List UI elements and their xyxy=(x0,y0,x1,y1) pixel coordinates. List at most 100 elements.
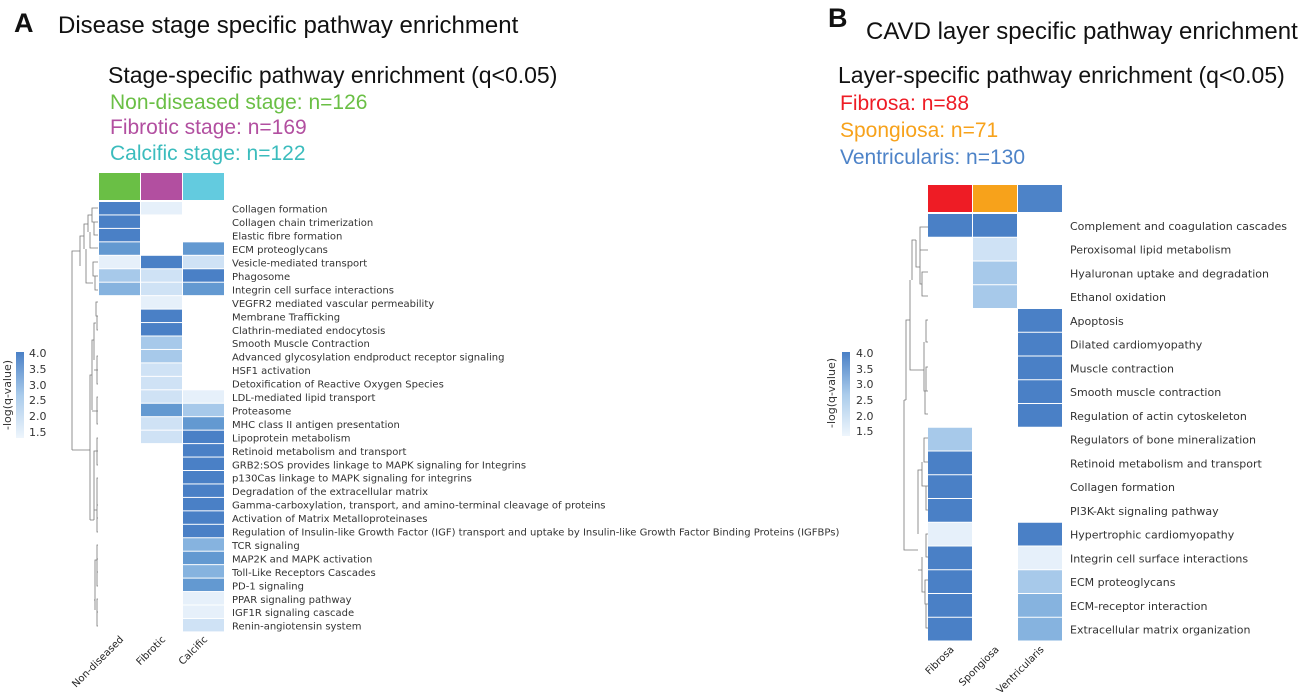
colorbar-b-title: -log(q-value) xyxy=(825,358,838,428)
heatmap-cell xyxy=(973,237,1017,261)
heatmap-cell xyxy=(141,336,182,349)
row-label: Integrin cell surface interactions xyxy=(1070,552,1248,565)
heatmap-cell xyxy=(928,546,972,570)
panel-b-count-fibrosa: Fibrosa: n=88 xyxy=(840,92,969,115)
row-label: Toll-Like Receptors Cascades xyxy=(231,568,376,579)
row-label: Membrane Trafficking xyxy=(232,312,340,323)
heatmap-cell xyxy=(99,242,140,255)
heatmap-cell xyxy=(183,592,224,605)
row-label: PI3K-Akt signaling pathway xyxy=(1070,505,1219,518)
heatmap-cell xyxy=(183,471,224,484)
heatmap-cell xyxy=(928,451,972,475)
heatmap-cell xyxy=(99,282,140,296)
column-header-color xyxy=(928,185,972,212)
heatmap-cell xyxy=(183,403,224,417)
heatmap-cell xyxy=(183,417,224,430)
row-label: Phagosome xyxy=(232,272,290,283)
colorbar-a-tick: 2.0 xyxy=(29,410,47,423)
row-label: Smooth Muscle Contraction xyxy=(232,339,370,350)
heatmap-cell xyxy=(928,475,972,498)
panel-a-letter: A xyxy=(14,8,34,38)
row-label: Hyaluronan uptake and degradation xyxy=(1070,267,1269,280)
colorbar-b-gradient xyxy=(842,352,850,436)
heatmap-cell xyxy=(183,565,224,578)
row-label: IGF1R signaling cascade xyxy=(232,608,354,619)
row-label: Proteasome xyxy=(232,406,291,417)
row-label: Apoptosis xyxy=(1070,315,1124,328)
row-label: Peroxisomal lipid metabolism xyxy=(1070,244,1231,257)
heatmap-cell xyxy=(183,430,224,444)
heatmap-cell xyxy=(99,228,140,242)
heatmap-cell xyxy=(99,202,140,215)
heatmap-cell xyxy=(973,261,1017,285)
heatmap-cell xyxy=(141,430,182,444)
heatmap-cell xyxy=(973,214,1017,237)
row-label: Ethanol oxidation xyxy=(1070,291,1166,304)
heatmap-cell xyxy=(183,618,224,632)
column-header-color xyxy=(183,173,224,200)
row-label: TCR signaling xyxy=(231,541,300,552)
heatmap-cell xyxy=(141,403,182,417)
row-label: Regulation of actin cytoskeleton xyxy=(1070,410,1247,423)
row-label: HSF1 activation xyxy=(232,366,311,377)
heatmap-cell xyxy=(141,296,182,309)
row-label: MAP2K and MAPK activation xyxy=(232,554,372,565)
heatmap-cell xyxy=(141,376,182,390)
colorbar-b: -log(q-value) 4.0 3.5 3.0 2.5 2.0 1.5 xyxy=(825,347,874,438)
column-label: Fibrosa xyxy=(924,644,957,677)
row-label: Collagen chain trimerization xyxy=(232,218,373,229)
heatmap-cell xyxy=(928,594,972,617)
panel-b-count-spongiosa: Spongiosa: n=71 xyxy=(840,119,998,142)
heatmap-cell xyxy=(183,444,224,457)
row-label: Detoxification of Reactive Oxygen Specie… xyxy=(232,380,444,391)
heatmap-cell xyxy=(99,269,140,282)
heatmap-cell xyxy=(141,309,182,323)
column-label: Fibrotic xyxy=(135,634,168,667)
heatmap-cell xyxy=(183,605,224,618)
heatmap-cell xyxy=(1018,617,1062,641)
row-label: Clathrin-mediated endocytosis xyxy=(232,326,385,337)
heatmap-cell xyxy=(141,417,182,430)
row-label: ECM-receptor interaction xyxy=(1070,600,1208,613)
heatmap-cell xyxy=(928,617,972,641)
heatmap-cell xyxy=(183,551,224,565)
row-label: Gamma-carboxylation, transport, and amin… xyxy=(232,501,606,512)
colorbar-b-tick: 3.0 xyxy=(856,378,874,391)
heatmap-b: Complement and coagulation cascades Perox… xyxy=(924,185,1287,692)
heatmap-cell xyxy=(141,269,182,282)
column-header-color xyxy=(99,173,140,200)
heatmap-cell xyxy=(1018,332,1062,356)
row-label: Hypertrophic cardiomyopathy xyxy=(1070,529,1235,542)
colorbar-a-title: -log(q-value) xyxy=(1,360,14,430)
row-label: GRB2:SOS provides linkage to MAPK signal… xyxy=(232,460,526,471)
heatmap-cell xyxy=(973,285,1017,308)
row-label: Regulation of Insulin-like Growth Factor… xyxy=(232,528,839,539)
row-label: Integrin cell surface interactions xyxy=(232,285,394,296)
column-label: Non-diseased xyxy=(70,634,126,690)
row-label: Complement and coagulation cascades xyxy=(1070,220,1287,233)
row-label: Collagen formation xyxy=(232,205,327,216)
dendrogram-b xyxy=(903,226,928,629)
heatmap-cell xyxy=(141,323,182,336)
heatmap-cell xyxy=(928,570,972,593)
heatmap-a: Collagen formation Collagen chain trimeri… xyxy=(70,173,839,690)
heatmap-cell xyxy=(141,390,182,403)
dendrogram-a xyxy=(71,207,98,627)
row-label: PPAR signaling pathway xyxy=(232,595,352,606)
colorbar-a-gradient xyxy=(16,352,24,438)
heatmap-cell xyxy=(1018,570,1062,593)
heatmap-cell xyxy=(928,214,972,237)
row-label: p130Cas linkage to MAPK signaling for in… xyxy=(232,474,472,485)
heatmap-cell xyxy=(141,282,182,296)
row-label: VEGFR2 mediated vascular permeability xyxy=(232,299,434,310)
panel-a-title: Disease stage specific pathway enrichmen… xyxy=(58,12,519,39)
heatmap-cell xyxy=(141,202,182,215)
colorbar-b-tick: 2.0 xyxy=(856,410,874,423)
row-label: Lipoprotein metabolism xyxy=(232,433,350,444)
colorbar-b-tick: 1.5 xyxy=(856,425,874,438)
heatmap-cell xyxy=(99,255,140,269)
row-label: ECM proteoglycans xyxy=(1070,576,1176,589)
heatmap-cell xyxy=(1018,356,1062,380)
panel-a-subtitle: Stage-specific pathway enrichment (q<0.0… xyxy=(108,62,557,88)
